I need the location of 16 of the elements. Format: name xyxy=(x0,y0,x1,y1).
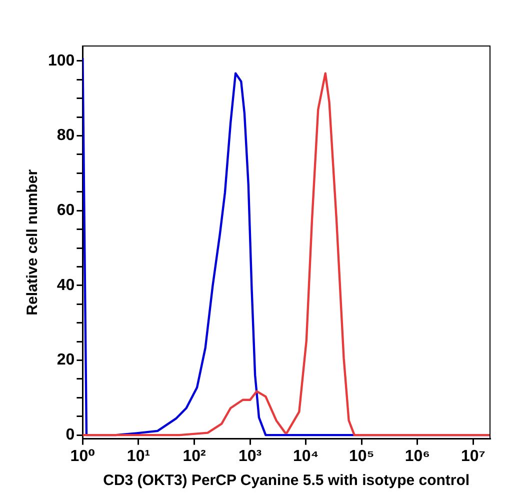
x-tick-label: 10¹ xyxy=(126,448,150,465)
y-axis-title: Relative cell number xyxy=(24,169,42,316)
x-tick-label: 10⁶ xyxy=(404,448,430,465)
y-tick-label: 40 xyxy=(56,276,75,294)
x-axis-title: CD3 (OKT3) PerCP Cyanine 5.5 with isotype control xyxy=(103,472,470,490)
y-tick-label: 100 xyxy=(48,52,75,70)
x-tick-label: 10⁷ xyxy=(461,448,486,465)
y-tick-label: 80 xyxy=(56,127,75,144)
y-tick-label: 60 xyxy=(56,202,75,220)
x-tick-label: 10⁴ xyxy=(292,448,319,465)
x-tick-label: 10² xyxy=(182,448,206,465)
x-tick-label: 10⁰ xyxy=(70,448,96,465)
y-tick-label: 0 xyxy=(66,426,75,444)
y-tick-label: 20 xyxy=(56,352,75,369)
x-tick-label: 10⁵ xyxy=(348,448,374,465)
x-tick-label: 10³ xyxy=(238,448,262,465)
